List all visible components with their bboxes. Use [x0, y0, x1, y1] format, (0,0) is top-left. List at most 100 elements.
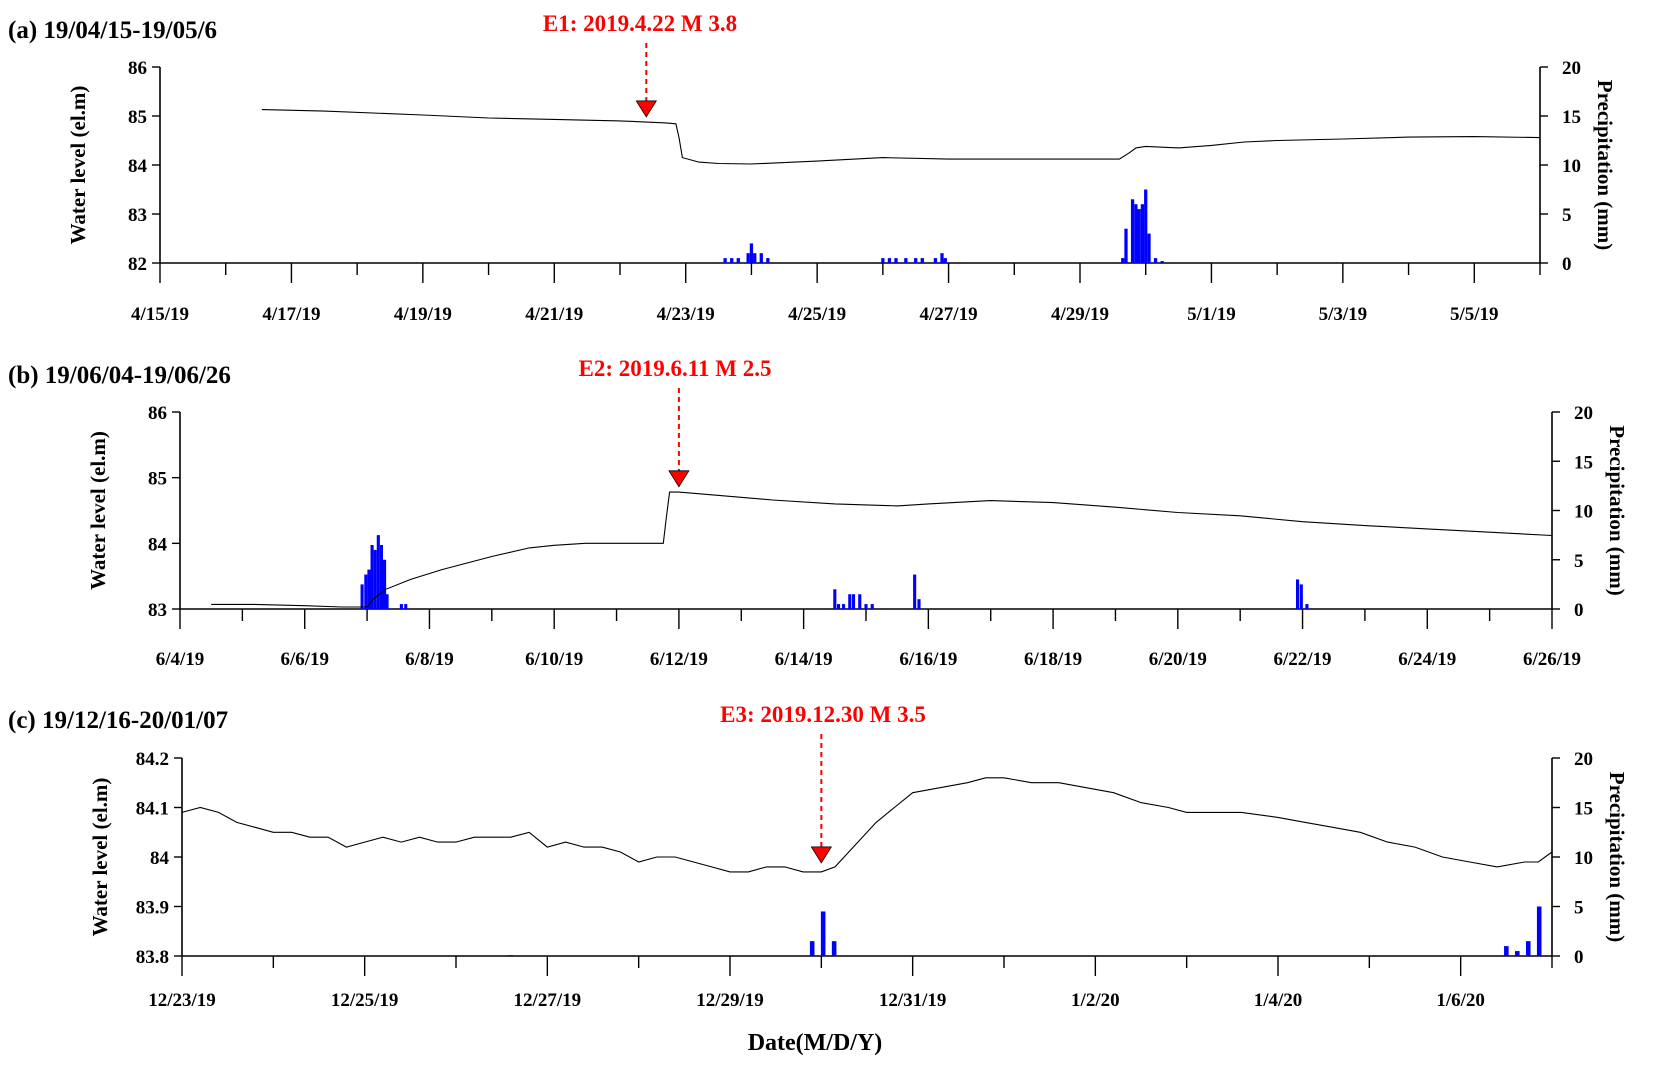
- y2-tick-label: 20: [1574, 403, 1593, 424]
- x-tick-label: 5/3/19: [1319, 304, 1368, 325]
- precipitation-bar: [831, 941, 837, 956]
- precipitation-bar: [379, 544, 383, 609]
- precipitation-bar: [1124, 228, 1128, 263]
- x-tick-label: 6/6/19: [280, 649, 329, 670]
- y-axis-title: Water level (el.m): [66, 86, 90, 245]
- y-tick-label: 85: [148, 469, 167, 490]
- y-axis-title: Water level (el.m): [86, 431, 110, 590]
- precipitation-bar: [1295, 579, 1300, 609]
- precipitation-bar: [1160, 261, 1164, 263]
- precipitation-bar: [1305, 604, 1309, 609]
- x-tick-label: 6/4/19: [156, 649, 205, 670]
- y2-tick-label: 5: [1562, 205, 1572, 226]
- precipitation-bar: [1121, 258, 1125, 263]
- event-label: E1: 2019.4.22 M 3.8: [543, 11, 737, 36]
- precipitation-bar: [917, 599, 921, 609]
- precipitation-bar: [1147, 233, 1151, 263]
- precipitation-bar: [1153, 258, 1158, 263]
- x-tick-label: 12/29/19: [696, 990, 764, 1011]
- precipitation-bar: [730, 258, 734, 263]
- event-label: E2: 2019.6.11 M 2.5: [579, 356, 772, 381]
- y-tick-label: 84: [128, 156, 148, 177]
- precipitation-bar: [382, 559, 387, 609]
- precipitation-bar: [1504, 946, 1509, 956]
- x-axis-title: Date(M/D/Y): [748, 1030, 883, 1056]
- precipitation-bar: [1515, 951, 1520, 956]
- precipitation-bar: [385, 594, 389, 609]
- precipitation-bar: [1536, 906, 1542, 956]
- y2-tick-label: 20: [1562, 58, 1581, 79]
- precipitation-bar: [749, 243, 754, 263]
- precipitation-bar: [881, 258, 885, 263]
- x-tick-label: 5/1/19: [1187, 304, 1236, 325]
- event-marker: [635, 100, 658, 118]
- x-tick-label: 6/24/19: [1398, 649, 1456, 670]
- x-tick-label: 5/5/19: [1450, 304, 1499, 325]
- y2-axis-title: Precipitation (mm): [1605, 772, 1629, 942]
- y-axis-title: Water level (el.m): [88, 778, 112, 937]
- y2-tick-label: 15: [1574, 799, 1593, 820]
- precipitation-bar: [943, 258, 947, 263]
- precipitation-bar: [1144, 189, 1148, 263]
- precipitation-bar: [913, 574, 917, 609]
- y2-tick-label: 20: [1574, 749, 1593, 770]
- precipitation-bar: [870, 604, 874, 609]
- x-tick-label: 6/26/19: [1523, 649, 1581, 670]
- precipitation-bar: [820, 911, 826, 956]
- precipitation-bar: [1137, 209, 1141, 263]
- precipitation-bar: [1140, 204, 1145, 263]
- y-tick-label: 83.9: [136, 898, 169, 919]
- y2-tick-label: 10: [1574, 848, 1593, 869]
- panel-label: (b) 19/06/04-19/06/26: [8, 362, 231, 389]
- water-level-line: [181, 777, 1553, 873]
- precipitation-bar: [746, 253, 750, 263]
- panel-b: (b) 19/06/04-19/06/26 83 84 85 86 0 5 10 15 20 6/4…: [8, 356, 1629, 670]
- y-tick-label: 82: [128, 254, 147, 275]
- y2-tick-label: 10: [1562, 156, 1581, 177]
- panel-label: (a) 19/04/15-19/05/6: [8, 17, 217, 44]
- x-tick-label: 4/19/19: [394, 304, 452, 325]
- precipitation-bar: [1130, 199, 1135, 263]
- precipitation-bar: [933, 258, 938, 263]
- x-tick-label: 6/22/19: [1274, 649, 1332, 670]
- precipitation-bar: [841, 604, 846, 609]
- precipitation-bar: [1299, 584, 1303, 609]
- y2-tick-label: 0: [1574, 600, 1584, 621]
- y-tick-label: 84: [150, 848, 170, 869]
- precipitation-bar: [904, 258, 908, 263]
- x-tick-label: 1/2/20: [1071, 990, 1120, 1011]
- y2-axis-title: Precipitation (mm): [1605, 425, 1629, 595]
- precipitation-bar: [914, 258, 918, 263]
- y2-tick-label: 0: [1574, 947, 1584, 968]
- precipitation-bar: [887, 258, 892, 263]
- x-tick-label: 4/27/19: [920, 304, 978, 325]
- precipitation-bar: [864, 604, 868, 609]
- precipitation-bar: [809, 941, 815, 956]
- precipitation-bar: [370, 544, 374, 609]
- y-tick-label: 84.2: [136, 749, 169, 770]
- precipitation-bar: [367, 569, 371, 609]
- precipitation-bar: [376, 535, 380, 609]
- x-tick-label: 4/29/19: [1051, 304, 1109, 325]
- precipitation-bar: [364, 574, 368, 609]
- y2-tick-label: 15: [1574, 452, 1593, 473]
- water-level-line: [211, 491, 1553, 608]
- y2-tick-label: 5: [1574, 551, 1584, 572]
- y2-tick-label: 0: [1562, 254, 1572, 275]
- precipitation-bar: [508, 955, 514, 956]
- precipitation-bar: [851, 594, 856, 609]
- precipitation-bar: [894, 258, 898, 263]
- x-tick-label: 4/17/19: [262, 304, 320, 325]
- y-tick-label: 84: [148, 534, 168, 555]
- precipitation-bar: [940, 253, 944, 263]
- y-tick-label: 83: [128, 205, 147, 226]
- x-tick-label: 6/18/19: [1024, 649, 1082, 670]
- x-tick-label: 6/12/19: [650, 649, 708, 670]
- precipitation-bar: [404, 604, 408, 609]
- x-tick-label: 4/21/19: [525, 304, 583, 325]
- precipitation-bar: [837, 604, 841, 609]
- x-tick-label: 4/15/19: [131, 304, 189, 325]
- y-tick-label: 84.1: [136, 799, 169, 820]
- precipitation-bar: [759, 253, 763, 263]
